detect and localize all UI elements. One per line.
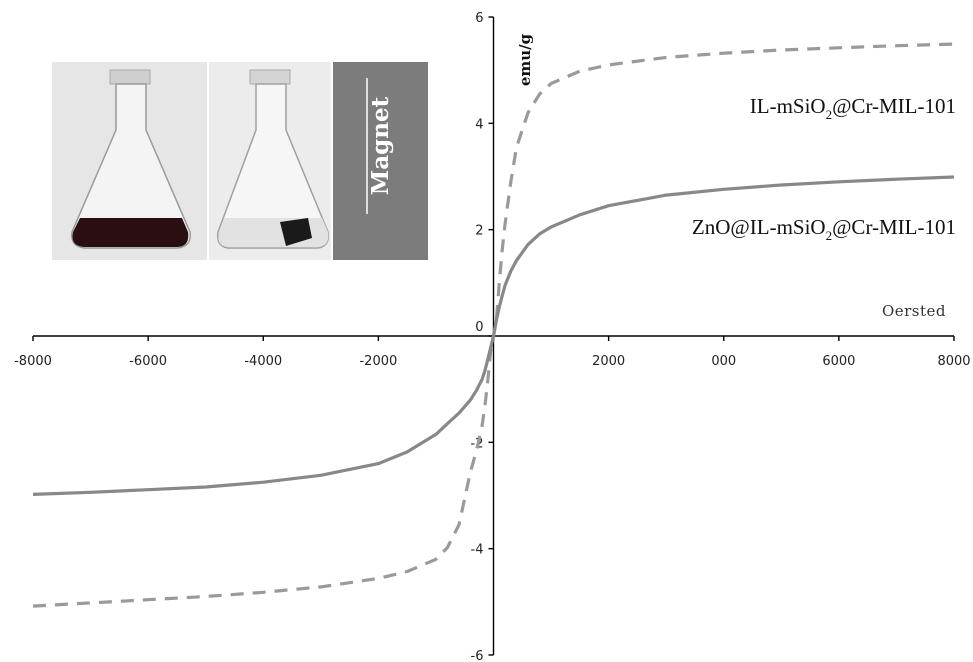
series2-label-main: ZnO@IL-mSiO — [692, 215, 826, 239]
x-tick-label: -2000 — [359, 354, 397, 369]
y-tick-label: -6 — [471, 649, 484, 662]
series2-label-sub: 2 — [826, 228, 833, 243]
inset-photo: Magnet — [52, 62, 428, 260]
flask-separated-icon — [216, 69, 330, 249]
series1-label-sub: 2 — [826, 107, 833, 122]
x-tick-label: -8000 — [14, 354, 52, 369]
series-lines — [32, 42, 955, 608]
magnet-label: Magnet — [367, 96, 394, 195]
y-tick-label: 4 — [475, 117, 483, 132]
x-tick-label: 2000 — [592, 354, 625, 369]
x-tick-label: 6000 — [822, 354, 855, 369]
flask-dispersed-icon — [71, 69, 191, 249]
series-label-il-msio2: IL-mSiO2@Cr-MIL-101 — [750, 94, 956, 122]
y-tick-label: 0 — [475, 320, 483, 335]
y-tick-label: 2 — [475, 224, 483, 239]
x-axis-label: Oersted — [882, 302, 946, 320]
magnet-panel — [333, 62, 428, 260]
tick-labels: -8000 -6000 -4000 -2000 2000 000 6000 8000 6 4 2 0 -… — [14, 11, 970, 662]
y-tick-label: 6 — [475, 11, 483, 26]
x-tick-label: 000 — [711, 354, 736, 369]
series1-label-main: IL-mSiO — [750, 94, 826, 118]
series1-label-rest: @Cr-MIL-101 — [832, 94, 956, 118]
x-tick-label: -4000 — [244, 354, 282, 369]
series-zno-line — [32, 175, 955, 496]
x-tick-label: -6000 — [129, 354, 167, 369]
y-axis-label: emu/g — [516, 33, 534, 86]
x-tick-label: 8000 — [937, 354, 970, 369]
series2-label-rest: @Cr-MIL-101 — [832, 215, 956, 239]
y-tick-label: -4 — [471, 543, 484, 558]
series-label-zno: ZnO@IL-mSiO2@Cr-MIL-101 — [692, 215, 956, 243]
